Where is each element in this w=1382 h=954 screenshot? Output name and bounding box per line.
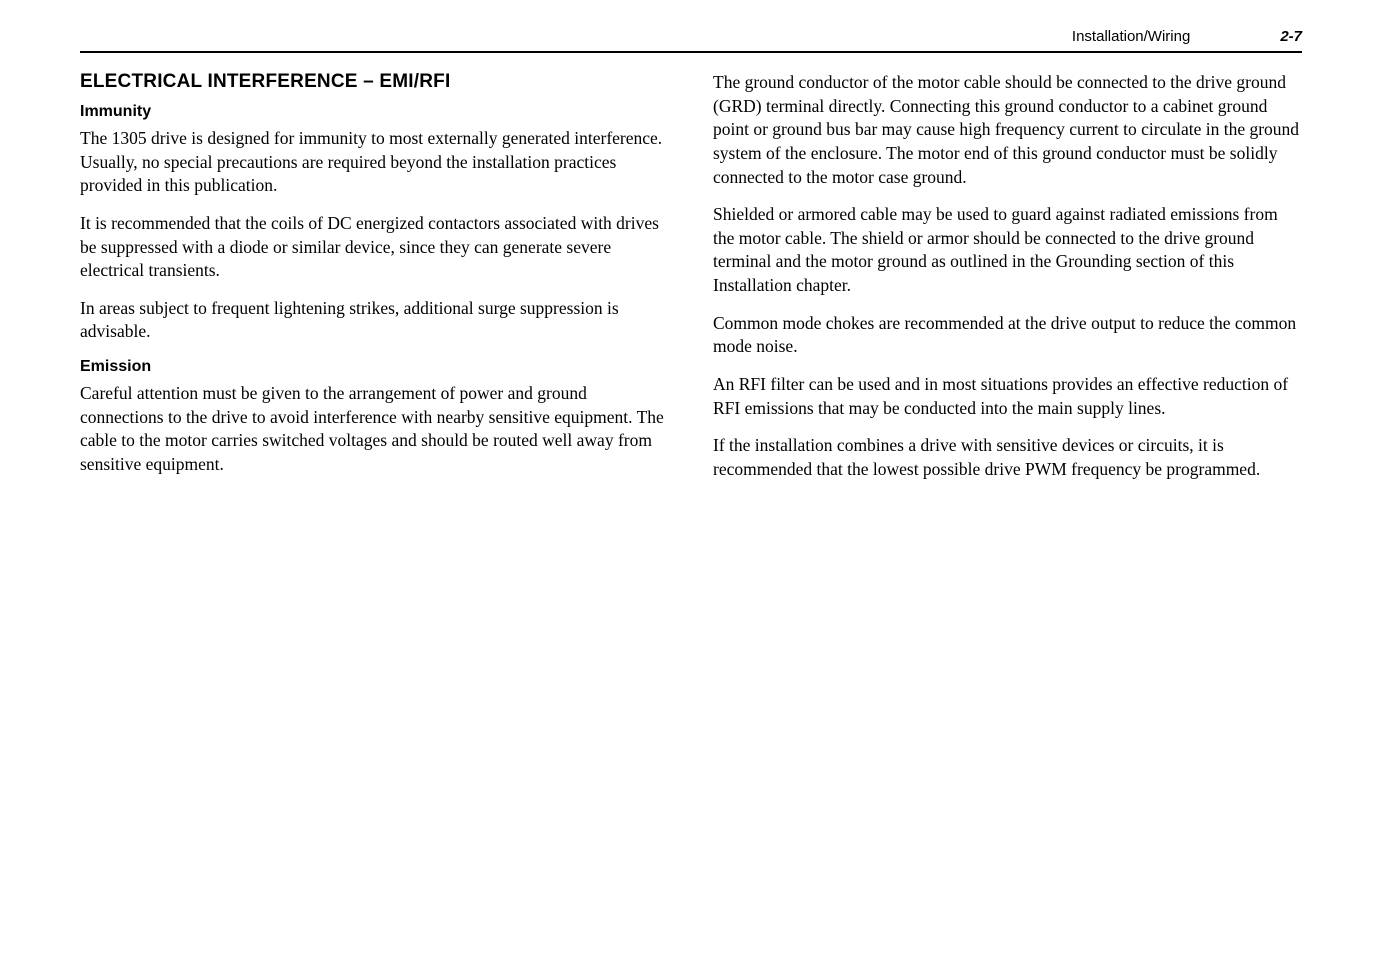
body-paragraph: Common mode chokes are recommended at th… [713,312,1302,359]
body-paragraph: The 1305 drive is designed for immunity … [80,127,669,198]
body-paragraph: Shielded or armored cable may be used to… [713,203,1302,298]
body-paragraph: In areas subject to frequent lightening … [80,297,669,344]
header-page-number: 2-7 [1280,28,1302,45]
section-title: ELECTRICAL INTERFERENCE – EMI/RFI [80,71,669,93]
right-column: The ground conductor of the motor cable … [713,71,1302,495]
header-section-title: Installation/Wiring [1072,28,1190,45]
body-paragraph: The ground conductor of the motor cable … [713,71,1302,189]
body-paragraph: An RFI filter can be used and in most si… [713,373,1302,420]
subheading-emission: Emission [80,358,669,376]
left-column: ELECTRICAL INTERFERENCE – EMI/RFI Immuni… [80,71,669,495]
page-header: Installation/Wiring 2-7 [80,28,1302,53]
body-paragraph: It is recommended that the coils of DC e… [80,212,669,283]
subheading-immunity: Immunity [80,103,669,121]
body-paragraph: If the installation combines a drive wit… [713,434,1302,481]
body-paragraph: Careful attention must be given to the a… [80,382,669,477]
two-column-layout: ELECTRICAL INTERFERENCE – EMI/RFI Immuni… [80,71,1302,495]
